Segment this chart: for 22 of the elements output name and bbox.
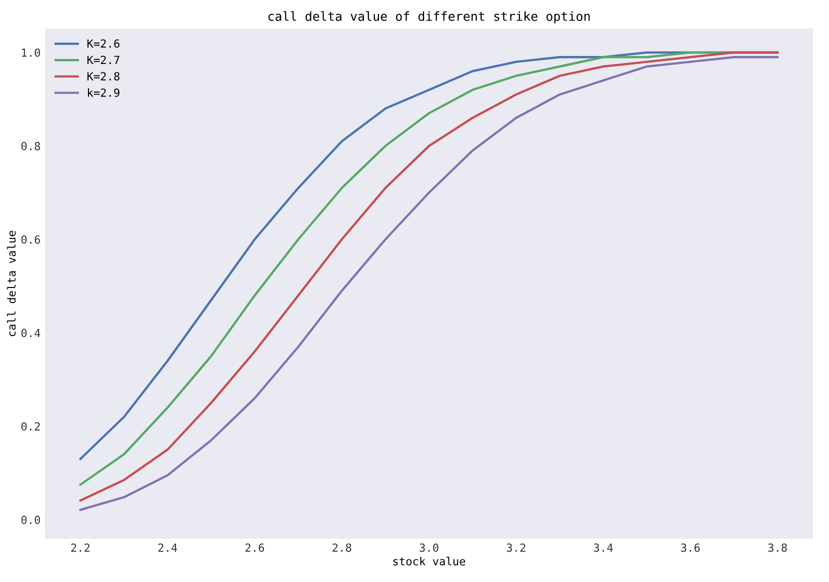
x-tick-label: 2.2	[71, 543, 90, 552]
x-axis-title: stock value	[393, 556, 466, 566]
y-tick-label: 0.4	[21, 328, 40, 338]
legend-label: K=2.8	[87, 72, 120, 80]
chart-title: call delta value of different strike option	[268, 11, 590, 24]
y-tick-label: 0.6	[21, 235, 40, 244]
y-tick-label: 0.8	[21, 142, 40, 150]
x-tick-label: 3.8	[768, 543, 787, 552]
legend-label: K=2.6	[87, 39, 120, 48]
x-tick-label: 2.6	[246, 543, 264, 552]
x-tick-label: 3.0	[420, 543, 438, 552]
x-tick-label: 3.4	[594, 543, 613, 552]
x-tick-label: 2.8	[332, 543, 352, 552]
y-tick-label: 0.0	[21, 516, 40, 524]
legend-label: k=2.9	[88, 88, 120, 97]
x-tick-label: 3.2	[506, 543, 526, 552]
legend-label: K=2.7	[87, 56, 120, 64]
x-tick-label: 3.6	[681, 543, 700, 552]
y-axis-title: call delta value	[7, 230, 16, 336]
y-tick-label: 1.0	[22, 48, 40, 57]
x-tick-label: 2.4	[158, 543, 178, 552]
y-tick-label: 0.2	[21, 422, 40, 431]
